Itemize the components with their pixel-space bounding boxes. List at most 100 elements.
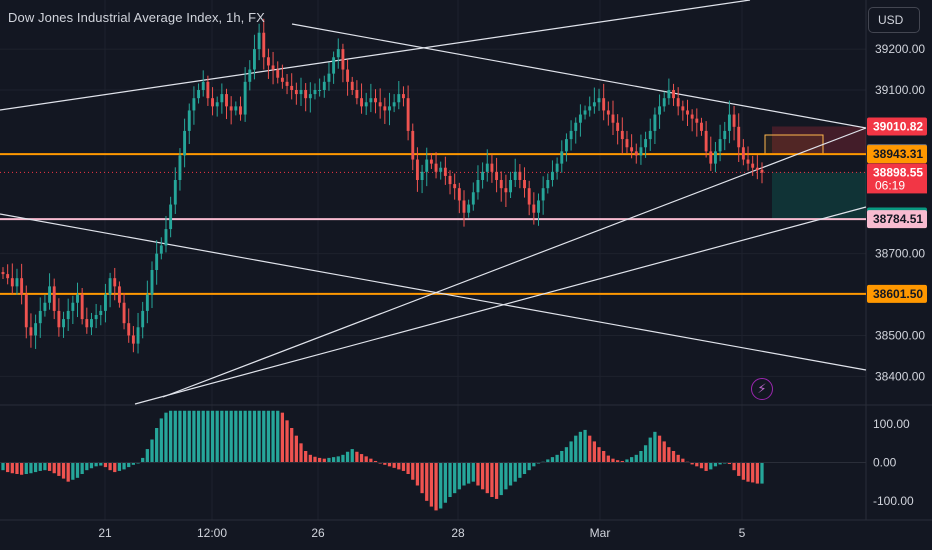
candle-body	[327, 73, 331, 82]
candle-body	[341, 49, 345, 70]
oscillator-bar	[322, 458, 326, 463]
candle-body	[243, 81, 247, 115]
oscillator-bar	[304, 451, 308, 463]
countdown-label: 06:19	[875, 178, 905, 192]
candle-body	[574, 122, 578, 131]
oscillator-bar	[671, 451, 676, 463]
candle-body	[695, 118, 699, 123]
oscillator-bar	[364, 456, 368, 463]
oscillator-bar	[276, 410, 280, 463]
candle-body	[425, 159, 429, 172]
price-axis-label: 38500.00	[875, 328, 925, 342]
candle-body	[48, 286, 52, 303]
candle-body	[490, 163, 494, 172]
trendline	[0, 0, 751, 111]
oscillator-bar	[439, 462, 443, 509]
candle-body	[122, 302, 126, 324]
candle-body	[336, 49, 340, 58]
oscillator-bar	[727, 462, 732, 465]
candle-body	[420, 171, 424, 180]
candle-body	[471, 192, 475, 205]
oscillator-bar	[699, 462, 704, 469]
oscillator-bar	[704, 462, 708, 471]
candle-body	[360, 98, 363, 107]
candle-body	[280, 77, 284, 82]
candle-body	[672, 90, 675, 99]
oscillator-bar	[182, 410, 187, 463]
candle-body	[113, 278, 117, 287]
price-tag	[867, 163, 927, 182]
candle-body	[71, 302, 75, 311]
candle-body	[406, 98, 410, 131]
oscillator-bar	[196, 410, 201, 463]
candle-body	[103, 294, 107, 311]
oscillator-bar	[66, 462, 70, 482]
candle-body	[541, 188, 545, 201]
oscillator-bar	[406, 462, 410, 474]
candle-body	[271, 65, 275, 70]
candle-body	[495, 171, 499, 180]
price-axis-label: 38400.00	[875, 369, 925, 383]
candle-body	[66, 310, 70, 320]
oscillator-bar	[555, 454, 559, 463]
candle-body	[318, 90, 322, 91]
candle-body	[434, 163, 438, 172]
oscillator-bar	[15, 462, 19, 474]
oscillator-bar	[252, 410, 257, 463]
candle-body	[206, 81, 210, 99]
oscillator-bar	[238, 410, 243, 463]
oscillator-bar	[448, 462, 452, 497]
candle-body	[57, 310, 61, 328]
oscillator-bar	[522, 462, 527, 474]
candle-body	[616, 122, 620, 131]
oscillator-bar	[266, 410, 271, 463]
oscillator-bar	[602, 451, 606, 463]
price-axis-label: 39100.00	[875, 83, 925, 97]
oscillator-bar	[383, 462, 387, 465]
chart-title: Dow Jones Industrial Average Index, 1h, …	[8, 10, 265, 25]
lightning-bolt-icon[interactable]: ⚡	[751, 378, 773, 400]
candle-body	[20, 278, 24, 295]
candle-body	[322, 81, 326, 90]
candle-body	[518, 171, 522, 180]
candle-body	[448, 175, 452, 185]
oscillator-bar	[662, 441, 666, 463]
oscillator-bar	[588, 435, 592, 463]
oscillator-bar	[494, 462, 499, 499]
candle-body	[732, 114, 736, 127]
candle-body	[313, 90, 317, 95]
oscillator-bar	[741, 462, 746, 480]
oscillator-bar	[47, 462, 52, 471]
candle-body	[141, 310, 145, 328]
oscillator-bar	[117, 462, 122, 471]
oscillator-bar	[313, 456, 317, 463]
oscillator-bar	[657, 435, 662, 463]
oscillator-bar	[467, 462, 471, 484]
candle-body	[453, 184, 457, 189]
oscillator-bar	[248, 410, 252, 463]
candle-body	[443, 167, 447, 176]
oscillator-bar	[187, 410, 191, 463]
price-axis-label: 39200.00	[875, 42, 925, 56]
oscillator-bar	[760, 462, 764, 484]
oscillator-bar	[108, 462, 112, 471]
oscillator-bar	[29, 462, 33, 474]
candle-body	[569, 130, 573, 140]
trendline	[134, 206, 867, 405]
candle-body	[346, 69, 350, 82]
time-axis-label: 26	[311, 526, 325, 540]
candle-body	[253, 49, 256, 70]
candle-body	[509, 180, 512, 193]
oscillator-bar	[443, 462, 447, 503]
candle-body	[578, 114, 582, 123]
oscillator-bar	[718, 462, 722, 465]
oscillator-bar	[122, 462, 126, 470]
currency-button[interactable]: USD	[868, 7, 920, 33]
oscillator-bar	[290, 428, 294, 463]
candle-body	[527, 188, 531, 205]
candle-body	[727, 114, 731, 131]
oscillator-bar	[518, 462, 522, 478]
candle-body	[704, 130, 708, 152]
candle-body	[308, 94, 312, 99]
